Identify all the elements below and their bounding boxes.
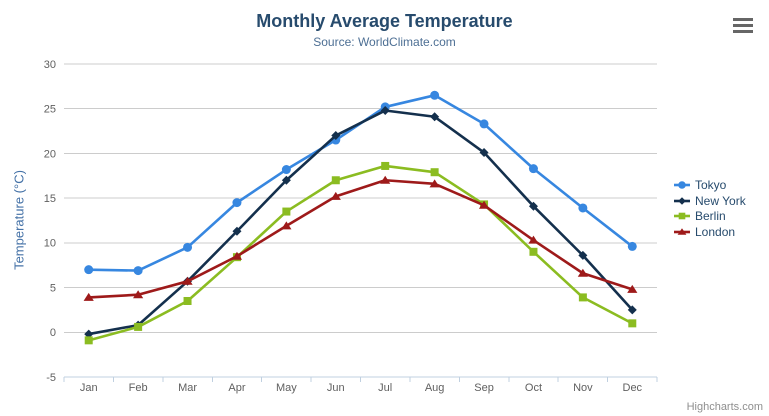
legend-label: London xyxy=(695,224,736,239)
data-point-marker[interactable] xyxy=(232,198,242,208)
x-axis-tick-label: Sep xyxy=(474,382,494,394)
data-point-marker[interactable] xyxy=(430,90,440,100)
data-point-marker[interactable] xyxy=(232,226,242,236)
gridlines xyxy=(64,63,657,378)
legend-label: Tokyo xyxy=(695,177,727,192)
data-point-marker xyxy=(678,181,686,189)
x-axis-tick-label: Jun xyxy=(327,382,345,394)
data-point-marker[interactable] xyxy=(281,175,291,185)
y-axis-tick-label: 0 xyxy=(50,327,56,339)
x-axis-tick-label: Dec xyxy=(623,382,643,394)
data-point-marker[interactable] xyxy=(133,290,144,299)
data-point-marker[interactable] xyxy=(330,191,341,200)
credits-link[interactable]: Highcharts.com xyxy=(686,401,763,413)
x-axis xyxy=(63,376,658,382)
y-axis-tick-label: 20 xyxy=(44,148,56,160)
series-line-berlin xyxy=(87,164,634,342)
data-point-marker[interactable] xyxy=(528,201,538,211)
data-point-marker[interactable] xyxy=(231,251,243,260)
series-line-london xyxy=(87,178,634,299)
data-point-marker[interactable] xyxy=(478,200,490,209)
data-point-marker[interactable] xyxy=(83,292,94,301)
legend-label: New York xyxy=(695,193,746,208)
data-point-marker[interactable] xyxy=(429,179,440,188)
x-axis-tick-label: Mar xyxy=(178,382,197,394)
data-point-marker[interactable] xyxy=(183,296,192,305)
data-point-marker[interactable] xyxy=(578,203,588,213)
data-point-marker[interactable] xyxy=(281,221,292,230)
data-point-marker[interactable] xyxy=(628,319,637,328)
x-axis-tick-label: Feb xyxy=(129,382,148,394)
y-axis-tick-label: 15 xyxy=(44,193,56,205)
x-axis-tick-label: Aug xyxy=(425,382,445,394)
data-point-marker xyxy=(678,212,686,220)
data-point-marker[interactable] xyxy=(133,266,143,276)
export-menu-button[interactable] xyxy=(731,16,755,38)
data-point-marker xyxy=(678,196,686,205)
data-point-marker[interactable] xyxy=(528,164,538,174)
y-axis-tick-label: 25 xyxy=(44,104,56,116)
data-point-marker[interactable] xyxy=(578,250,588,260)
data-point-marker[interactable] xyxy=(84,265,94,275)
legend-marker-circle-icon xyxy=(674,181,690,189)
data-point-marker xyxy=(677,228,687,235)
x-axis-tick-label: Oct xyxy=(525,382,542,394)
data-point-marker[interactable] xyxy=(528,235,539,244)
data-point-marker[interactable] xyxy=(430,112,440,122)
legend-marker-square-icon xyxy=(674,212,690,220)
y-axis-tick-label: 10 xyxy=(44,238,56,250)
data-point-marker[interactable] xyxy=(331,131,341,141)
x-axis-tick-label: Nov xyxy=(573,382,593,394)
data-point-marker[interactable] xyxy=(282,207,291,216)
legend-item-new-york[interactable]: New York xyxy=(674,193,746,209)
y-axis-tick-label: -5 xyxy=(46,372,56,384)
data-point-marker[interactable] xyxy=(84,336,93,345)
series-london xyxy=(83,175,638,301)
chart-subtitle: Source: WorldClimate.com xyxy=(313,35,456,49)
series-line-new-york xyxy=(87,109,634,336)
data-point-marker[interactable] xyxy=(380,106,390,116)
x-axis-tick-label: Apr xyxy=(228,382,245,394)
data-point-marker[interactable] xyxy=(430,168,439,177)
data-point-marker[interactable] xyxy=(529,247,538,256)
data-point-marker[interactable] xyxy=(84,329,94,339)
x-axis-tick-label: Jul xyxy=(378,382,392,394)
x-axis-tick-label: May xyxy=(276,382,297,394)
data-point-marker[interactable] xyxy=(627,241,637,251)
data-point-marker[interactable] xyxy=(183,242,193,252)
data-point-marker[interactable] xyxy=(182,276,193,285)
legend-item-london[interactable]: London xyxy=(674,224,746,240)
chart-title: Monthly Average Temperature xyxy=(256,11,513,31)
hamburger-icon xyxy=(732,18,754,34)
data-point-marker[interactable] xyxy=(577,268,588,277)
data-point-marker[interactable] xyxy=(380,175,391,184)
y-axis-tick-label: 30 xyxy=(44,59,56,71)
legend: Tokyo New York Berlin London xyxy=(674,177,746,240)
data-point-marker[interactable] xyxy=(627,305,637,315)
series-new-york xyxy=(84,106,637,339)
data-point-marker[interactable] xyxy=(281,165,291,175)
y-axis-tick-label: 5 xyxy=(50,282,56,294)
data-point-marker[interactable] xyxy=(479,119,489,129)
data-point-marker[interactable] xyxy=(479,148,489,158)
data-point-marker[interactable] xyxy=(134,322,143,331)
series-tokyo xyxy=(84,90,637,276)
data-point-marker[interactable] xyxy=(381,161,390,170)
x-axis-labels: Jan Feb Mar Apr May Jun Jul Aug Sep Oct Nov Dec xyxy=(80,382,643,394)
data-point-marker[interactable] xyxy=(331,176,340,185)
legend-label: Berlin xyxy=(695,209,726,224)
y-axis-labels: -5 0 5 10 15 20 25 30 xyxy=(44,59,56,384)
x-axis-tick-label: Jan xyxy=(80,382,98,394)
legend-item-tokyo[interactable]: Tokyo xyxy=(674,177,746,193)
legend-marker-diamond-icon xyxy=(674,196,690,205)
legend-item-berlin[interactable]: Berlin xyxy=(674,208,746,224)
data-point-marker[interactable] xyxy=(578,293,587,302)
data-point-marker[interactable] xyxy=(627,284,638,293)
legend-marker-triangle-icon xyxy=(674,228,690,235)
